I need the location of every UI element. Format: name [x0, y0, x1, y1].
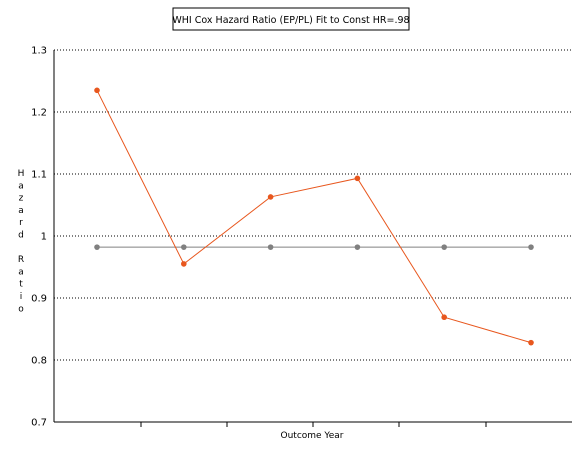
y-tick-label: 0.9 [31, 294, 47, 305]
series-point [441, 314, 448, 321]
x-axis-title: Outcome Year [281, 431, 344, 441]
series-point [94, 87, 100, 94]
chart-title: WHI Cox Hazard Ratio (EP/PL) Fit to Cons… [172, 15, 409, 26]
series-line [96, 90, 532, 344]
series-point [528, 339, 534, 346]
series-point [528, 244, 534, 250]
series-point [354, 175, 361, 182]
x-axis-ticks [140, 422, 487, 427]
series-point [181, 244, 187, 250]
series-point [181, 261, 187, 267]
y-tick-label: 1 [41, 232, 47, 243]
y-tick-label: 1.3 [31, 46, 47, 57]
series-point [354, 244, 361, 250]
y-tick-label: 0.7 [31, 418, 47, 429]
data-series [94, 87, 534, 346]
chart-title-box [172, 7, 410, 31]
series-point [267, 194, 274, 200]
series-point [267, 244, 274, 250]
gridlines [54, 49, 572, 361]
y-tick-label: 1.2 [31, 108, 47, 119]
y-tick-label: 1.1 [31, 170, 47, 181]
series-point [94, 244, 100, 250]
y-tick-label: 0.8 [31, 356, 47, 367]
y-tick-labels: 1.3 1.2 1.1 1 0.9 0.8 0.7 [31, 46, 47, 429]
series-point [441, 244, 448, 250]
